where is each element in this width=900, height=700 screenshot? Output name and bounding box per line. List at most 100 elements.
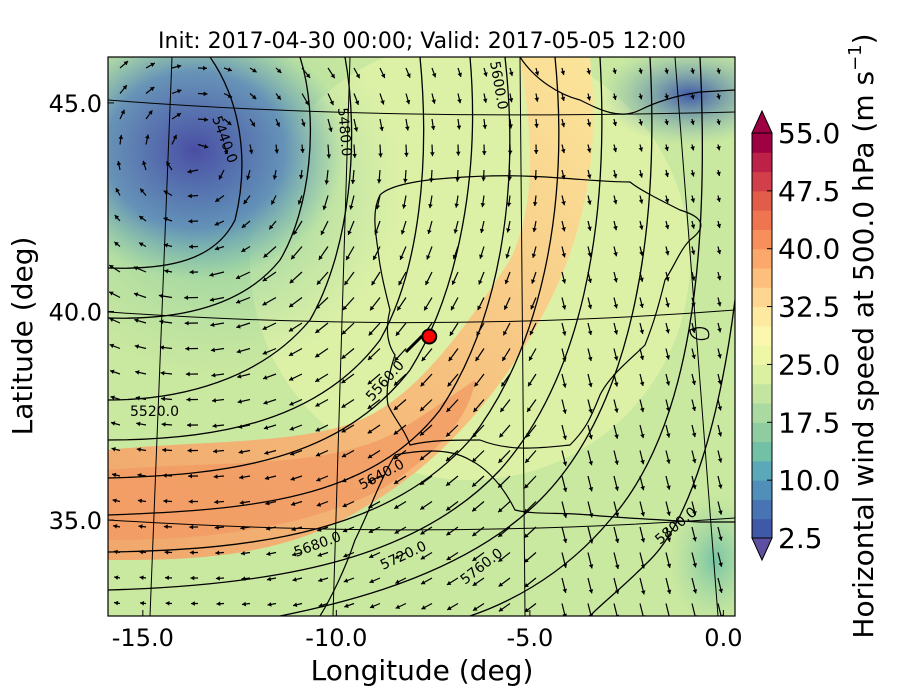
wind-vector-head — [481, 151, 487, 156]
x-axis: -15.0 -10.0 -5.0 0.0 — [112, 610, 742, 652]
wind-vector-head — [472, 531, 477, 537]
wind-vector-head — [534, 123, 539, 128]
wind-vector-head — [612, 147, 618, 153]
wind-vector-head — [158, 293, 164, 299]
wind-vector-head — [452, 254, 458, 260]
wind-vector-head — [380, 100, 385, 105]
wind-vector-head — [587, 252, 592, 257]
wind-vector-head — [716, 197, 721, 203]
wind-vector-head — [113, 549, 118, 555]
wind-vector-head — [498, 458, 503, 463]
wind-vector-head — [718, 536, 723, 541]
wind-vector-head — [215, 550, 220, 556]
wind-vector-head — [613, 304, 619, 309]
wind-vector-head — [562, 588, 568, 593]
wind-vector-head — [612, 121, 618, 127]
wind-vector-head — [612, 95, 617, 100]
wind-vector-head — [322, 205, 327, 210]
wind-vector-head — [263, 400, 268, 405]
wind-vector-head — [330, 73, 335, 79]
wind-vector-head — [421, 356, 426, 362]
wind-vector-head — [446, 555, 452, 561]
wind-vector-head — [371, 280, 376, 286]
wind-vector-head — [289, 401, 294, 406]
wind-vector-head — [717, 354, 722, 359]
wind-vector-head — [109, 291, 114, 296]
wind-vector-head — [639, 251, 644, 256]
wind-vector-head — [236, 348, 242, 354]
wind-vector-head — [239, 500, 244, 505]
wind-vector-head — [236, 299, 241, 304]
wind-vector-head — [716, 69, 721, 74]
wind-vector-head — [177, 89, 182, 94]
x-tick-label: -10.0 — [305, 624, 367, 652]
colorbar-segment — [752, 152, 772, 173]
wind-vector-head — [482, 124, 488, 129]
wind-vector-head — [223, 149, 229, 155]
wind-vector-head — [420, 381, 425, 387]
wind-vector-head — [588, 487, 594, 492]
wind-vector-head — [420, 530, 425, 535]
wind-vector-head — [262, 301, 267, 306]
wind-vector-head — [353, 127, 359, 132]
wind-vector-head — [614, 408, 619, 413]
wind-vector-head — [271, 200, 276, 205]
wind-vector-head — [395, 604, 401, 609]
wind-vector-head — [475, 356, 480, 362]
wind-vector-head — [239, 474, 244, 480]
wind-vector-head — [638, 95, 643, 100]
wind-vector-head — [454, 203, 460, 208]
wind-vector-head — [453, 229, 459, 234]
wind-vector-head — [428, 203, 433, 209]
wind-vector-head — [288, 327, 294, 332]
wind-vector-head — [528, 381, 533, 387]
wind-vector-head — [263, 253, 268, 258]
wind-vector-head — [691, 354, 696, 359]
wind-vector-head — [561, 174, 566, 180]
wind-vector-head — [425, 280, 430, 286]
wind-vector-head — [301, 122, 306, 127]
y-axis: 35.0 40.0 45.0 — [49, 90, 114, 535]
wind-vector-head — [241, 576, 246, 581]
wind-vector-head — [531, 279, 536, 284]
wind-vector-head — [304, 100, 309, 106]
wind-vector-head — [507, 176, 512, 181]
wind-vector-head — [451, 280, 456, 285]
colorbar-segment — [752, 403, 772, 423]
wind-vector-head — [524, 558, 529, 563]
wind-vector-head — [315, 328, 320, 333]
wind-vector-head — [189, 524, 194, 530]
wind-vector-head — [133, 292, 139, 297]
wind-vector-head — [262, 277, 268, 282]
wind-vector-head — [176, 113, 181, 118]
wind-vector-head — [717, 301, 722, 307]
wind-vector-head — [614, 538, 620, 543]
wind-vector-head — [588, 589, 594, 594]
wind-vector-head — [562, 513, 568, 518]
contour-label: 5480.0 — [334, 107, 354, 157]
wind-vector-head — [561, 305, 567, 310]
wind-vector-head — [692, 484, 697, 490]
wind-vector-head — [500, 407, 505, 412]
wind-vector-head — [501, 381, 506, 387]
colorbar-segment — [752, 248, 772, 269]
wind-vector-head — [137, 498, 143, 504]
colorbar-segment — [752, 345, 772, 365]
wind-vector-head — [162, 473, 167, 478]
wind-vector-head — [188, 473, 193, 479]
wind-vector-head — [665, 407, 671, 412]
wind-vector-head — [664, 198, 670, 204]
wind-vector-head — [524, 533, 529, 538]
wind-vector-head — [185, 346, 190, 351]
wind-vector-head — [533, 176, 539, 181]
wind-vector-head — [248, 149, 254, 154]
wind-vector-head — [274, 149, 279, 154]
wind-vector-head — [479, 228, 485, 233]
y-tick-label: 40.0 — [49, 298, 102, 326]
colorbar-tick-label: 2.5 — [778, 522, 823, 555]
wind-vector-head — [614, 564, 620, 569]
wind-vector-head — [524, 583, 529, 588]
colorbar-segment — [752, 480, 772, 500]
wind-vector-head — [588, 513, 594, 518]
wind-vector-head — [614, 486, 620, 491]
